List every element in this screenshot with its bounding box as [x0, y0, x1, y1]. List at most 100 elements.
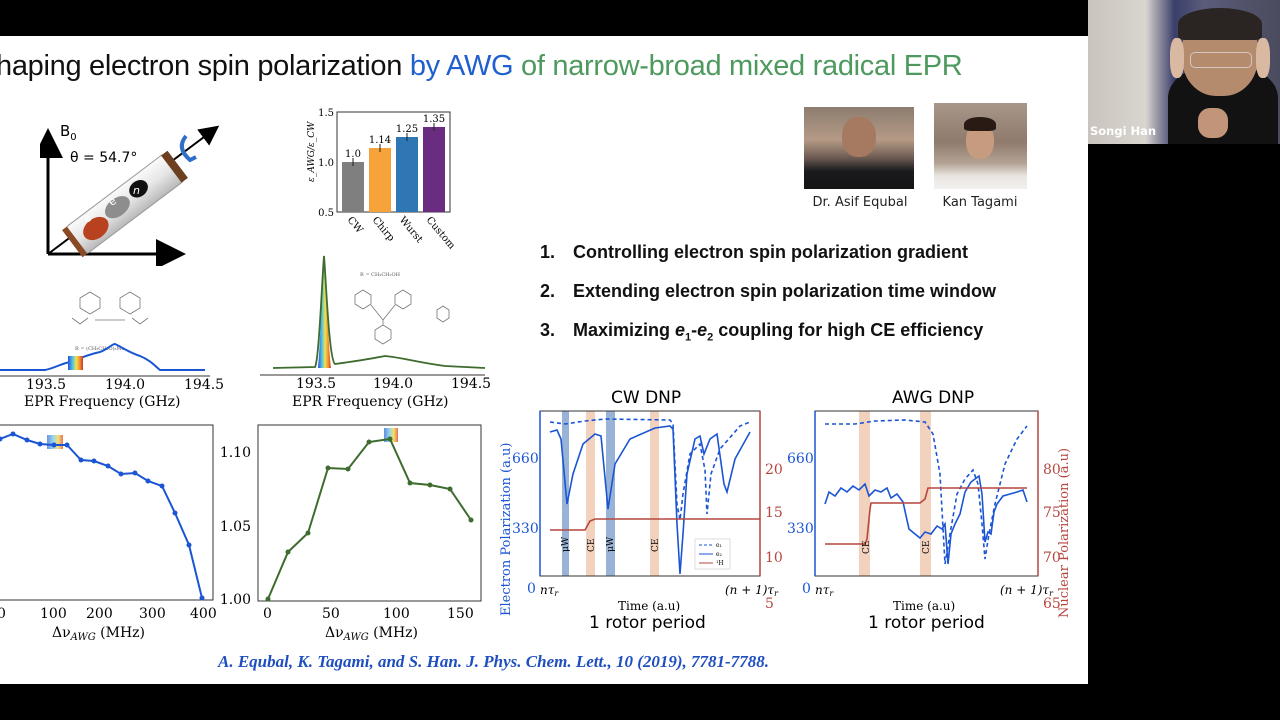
svg-text:300: 300: [139, 606, 166, 622]
epr-left-tick-3: 194.5: [184, 377, 225, 393]
title-part-2: by AWG: [409, 50, 514, 82]
participant-video: [1158, 8, 1278, 144]
b0-label: B0: [60, 122, 77, 143]
participant-name: Songi Han: [1090, 124, 1157, 138]
bullet-list: 1. Controlling electron spin polarization…: [540, 242, 996, 359]
citation: A. Equbal, K. Tagami, and S. Han. J. Phy…: [218, 652, 769, 671]
e2-subscript: 2: [707, 331, 714, 344]
svg-text:Time (a.u): Time (a.u): [893, 599, 955, 613]
bullet-number: 2.: [540, 281, 556, 301]
svg-text:660: 660: [512, 451, 539, 467]
epr-right-xlabel: EPR Frequency (GHz): [292, 394, 449, 410]
svg-text:1.25: 1.25: [396, 124, 418, 135]
svg-text:50: 50: [322, 606, 340, 622]
svg-text:330: 330: [512, 521, 539, 537]
svg-text:Electron Polarization (a.u): Electron Polarization (a.u): [499, 443, 514, 616]
svg-text:Time (a.u): Time (a.u): [618, 599, 680, 613]
photo-asif-equbal: [804, 107, 914, 189]
legend-1h: ¹H: [716, 560, 724, 567]
svg-text:nτr: nτr: [540, 583, 559, 598]
e1-symbol: e: [675, 320, 686, 340]
svg-text:CE: CE: [587, 539, 597, 552]
particle-n: n: [133, 184, 140, 197]
line-chart-left: 0 100 200 300 400 ΔνAWG (MHz): [0, 421, 220, 646]
bullet-number: 1.: [540, 242, 556, 262]
caption-kan-tagami: Kan Tagami: [942, 195, 1018, 210]
svg-text:0: 0: [527, 581, 536, 597]
webcam-tile[interactable]: Songi Han: [1088, 0, 1280, 144]
svg-text:150: 150: [447, 606, 474, 622]
bar-chart: 1.5 1.0 0.5 1.0 1.14 1.25 1.35 CW Chirp …: [300, 106, 470, 256]
svg-text:1.00: 1.00: [220, 592, 251, 608]
svg-text:CW: CW: [345, 215, 365, 236]
bullet-text: Controlling electron spin polarization g…: [573, 242, 969, 262]
svg-text:(n + 1)τr: (n + 1)τr: [725, 583, 779, 598]
epr-left-tick-1: 193.5: [26, 377, 67, 393]
b0-text: B: [60, 122, 71, 140]
e2-symbol: e: [697, 320, 708, 340]
line-chart-right: 1.10 1.05 1.00 0 50 100 150 ΔνAWG (MHz): [215, 421, 490, 646]
e1-subscript: 1: [685, 331, 692, 344]
svg-text:(n + 1)τr: (n + 1)τr: [1000, 583, 1054, 598]
epr-right-tick-3: 194.5: [451, 376, 492, 392]
title-part-1: haping electron spin polarization: [0, 50, 410, 82]
svg-text:0.5: 0.5: [318, 208, 334, 219]
svg-text:400: 400: [190, 606, 217, 622]
svg-text:75: 75: [1043, 505, 1061, 521]
theta-label: θ = 54.7°: [70, 150, 138, 166]
line-left-xlabel: ΔνAWG (MHz): [52, 625, 145, 643]
bullet-text-before: Maximizing: [573, 320, 676, 340]
legend-e1: e₁: [716, 542, 722, 549]
epr-right-tick-1: 193.5: [296, 376, 337, 392]
svg-text:0: 0: [802, 581, 811, 597]
cw-rotor-period: 1 rotor period: [589, 613, 706, 633]
bullet-item-2: 2. Extending electron spin polarization t…: [540, 281, 996, 320]
svg-text:70: 70: [1043, 550, 1061, 566]
svg-text:CE: CE: [862, 541, 872, 554]
svg-text:CE: CE: [651, 539, 661, 552]
svg-text:1.10: 1.10: [220, 445, 251, 461]
svg-text:Chirp: Chirp: [370, 215, 397, 244]
cw-dnp-title: CW DNP: [611, 388, 682, 408]
bullet-item-1: 1. Controlling electron spin polarization…: [540, 242, 996, 281]
molecule-label: R = CH₂CH₂OH: [360, 272, 401, 278]
bullet-text: Extending electron spin polarization tim…: [573, 281, 997, 301]
bullet-text: Maximizing e1-e2 coupling for high CE ef…: [573, 320, 983, 359]
svg-text:μW: μW: [561, 536, 571, 552]
svg-text:CE: CE: [922, 541, 932, 554]
svg-text:0: 0: [0, 606, 6, 622]
svg-text:65: 65: [1043, 596, 1061, 612]
svg-text:10: 10: [765, 550, 783, 566]
svg-text:5: 5: [765, 596, 774, 612]
svg-text:Wurst: Wurst: [397, 215, 425, 245]
legend-e2: e₂: [716, 551, 723, 558]
svg-text:μW: μW: [606, 536, 616, 552]
svg-text:1.14: 1.14: [369, 135, 391, 146]
svg-text:ε_AWG/ε_CW: ε_AWG/ε_CW: [307, 121, 317, 182]
epr-left-xlabel: EPR Frequency (GHz): [24, 394, 181, 410]
line-right-xlabel: ΔνAWG (MHz): [325, 625, 418, 643]
svg-text:20: 20: [765, 462, 783, 478]
bullet-text-after: coupling for high CE efficiency: [713, 320, 984, 340]
cw-dnp-chart: CW DNP e₁ e₂ ¹H μW CE μW CE 660 330 0: [495, 384, 790, 639]
presentation-slide: haping electron spin polarization by AWG…: [0, 36, 1088, 684]
svg-text:200: 200: [86, 606, 113, 622]
slide-title: haping electron spin polarization by AWG…: [0, 50, 963, 83]
bullet-item-3: 3. Maximizing e1-e2 coupling for high CE …: [540, 320, 996, 359]
bullet-number: 3.: [540, 320, 556, 340]
svg-text:1.5: 1.5: [318, 108, 334, 119]
photo-kan-tagami: [934, 103, 1027, 189]
svg-text:1.05: 1.05: [220, 519, 251, 535]
caption-asif-equbal: Dr. Asif Equbal: [812, 195, 908, 210]
epr-left-tick-2: 194.0: [105, 377, 146, 393]
dash: -: [691, 320, 698, 340]
epr-right-tick-2: 194.0: [373, 376, 414, 392]
svg-text:330: 330: [787, 521, 814, 537]
epr-spectrum-left: R = (CH₂CH₂O)₃Me 193.5 194.0 194.5 EPR F…: [0, 280, 240, 415]
svg-text:0: 0: [263, 606, 272, 622]
awg-dnp-title: AWG DNP: [892, 388, 975, 408]
rotor-diagram: B0 θ = 54.7° e e n: [33, 116, 240, 269]
svg-text:100: 100: [40, 606, 67, 622]
molecule-label: R = (CH₂CH₂O)₃Me: [75, 345, 125, 352]
svg-text:Custom: Custom: [424, 215, 458, 252]
